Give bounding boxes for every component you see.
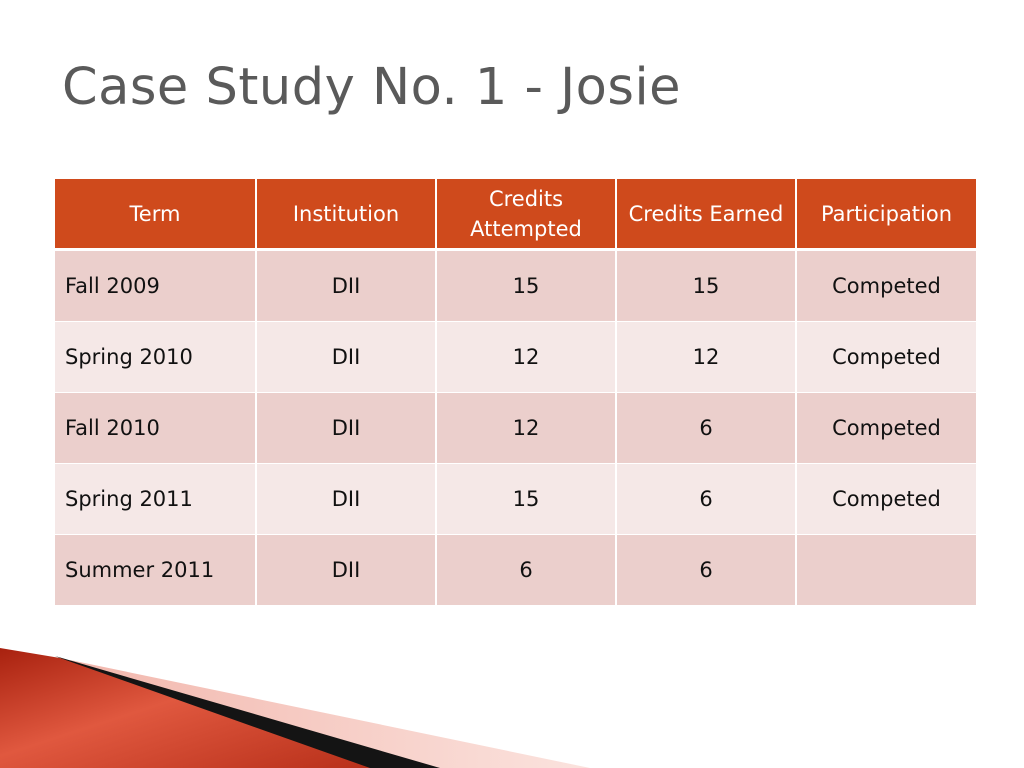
- black-swoosh: [55, 656, 440, 768]
- cell-institution: DII: [256, 392, 437, 464]
- header-credits-earned: Credits Earned: [616, 179, 797, 251]
- header-term: Term: [55, 179, 257, 251]
- table-row: Fall 2009 DII 15 15 Competed: [55, 249, 976, 322]
- cell-credits-attempted: 12: [436, 321, 617, 393]
- table-row: Spring 2010 DII 12 12 Competed: [55, 321, 976, 393]
- table-header-row: Term Institution Credits Attempted Credi…: [55, 179, 976, 251]
- cell-institution: DII: [256, 463, 437, 535]
- cell-credits-earned: 6: [616, 463, 797, 535]
- cell-participation: [796, 534, 976, 605]
- cell-credits-earned: 12: [616, 321, 797, 393]
- cell-term: Fall 2009: [55, 249, 257, 322]
- table-row: Summer 2011 DII 6 6: [55, 534, 976, 605]
- cell-credits-attempted: 6: [436, 534, 617, 605]
- cell-term: Spring 2010: [55, 321, 257, 393]
- cell-credits-earned: 15: [616, 249, 797, 322]
- cell-credits-attempted: 15: [436, 249, 617, 322]
- cell-term: Spring 2011: [55, 463, 257, 535]
- header-credits-attempted: Credits Attempted: [436, 179, 617, 251]
- pink-swoosh: [70, 660, 590, 768]
- cell-institution: DII: [256, 249, 437, 322]
- cell-institution: DII: [256, 534, 437, 605]
- cell-credits-attempted: 15: [436, 463, 617, 535]
- header-participation: Participation: [796, 179, 976, 251]
- cell-participation: Competed: [796, 249, 976, 322]
- credits-table: Term Institution Credits Attempted Credi…: [55, 179, 976, 605]
- table-row: Fall 2010 DII 12 6 Competed: [55, 392, 976, 464]
- cell-participation: Competed: [796, 321, 976, 393]
- cell-term: Summer 2011: [55, 534, 257, 605]
- cell-credits-earned: 6: [616, 534, 797, 605]
- corner-swoosh-decoration: [0, 648, 590, 768]
- cell-participation: Competed: [796, 392, 976, 464]
- cell-participation: Competed: [796, 463, 976, 535]
- table-row: Spring 2011 DII 15 6 Competed: [55, 463, 976, 535]
- slide-title: Case Study No. 1 - Josie: [62, 58, 681, 117]
- cell-term: Fall 2010: [55, 392, 257, 464]
- cell-credits-earned: 6: [616, 392, 797, 464]
- header-institution: Institution: [256, 179, 437, 251]
- cell-credits-attempted: 12: [436, 392, 617, 464]
- cell-institution: DII: [256, 321, 437, 393]
- red-swoosh: [0, 648, 370, 768]
